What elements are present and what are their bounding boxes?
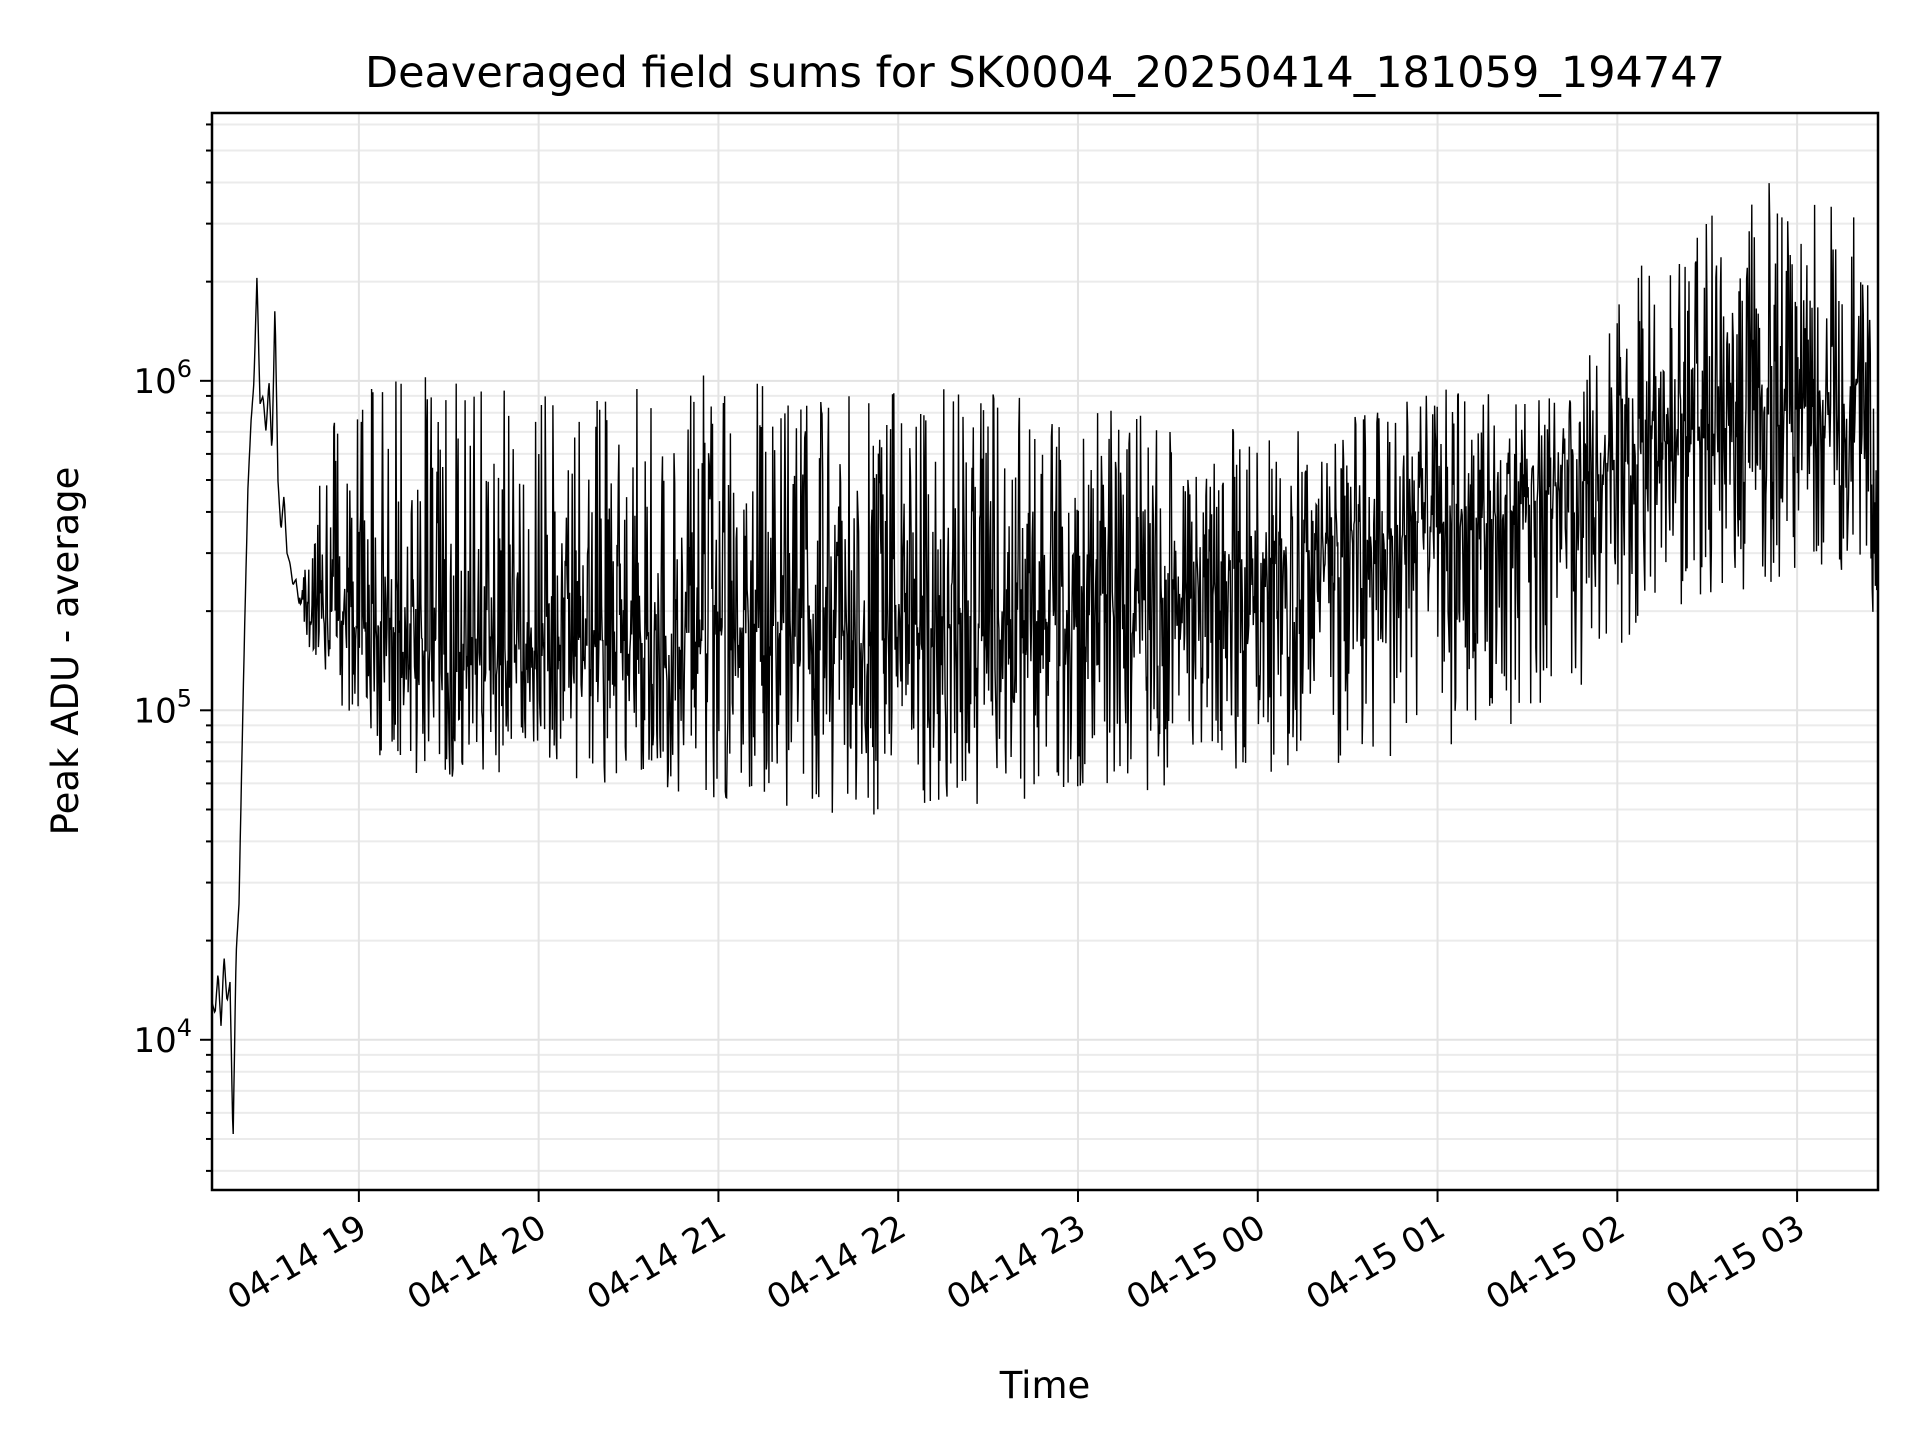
series-layer <box>211 183 1879 1135</box>
y-tick-label: 105 <box>133 684 192 731</box>
x-tick-label: 04-14 21 <box>581 1207 733 1318</box>
y-axis-label: Peak ADU - average <box>44 467 87 836</box>
chart-title: Deaveraged field sums for SK0004_2025041… <box>365 48 1725 98</box>
x-tick-label: 04-14 19 <box>221 1207 373 1318</box>
x-tick-label: 04-14 23 <box>940 1207 1092 1318</box>
x-tick-label: 04-15 02 <box>1479 1207 1631 1318</box>
x-tick-label: 04-15 00 <box>1120 1207 1272 1318</box>
plot-frame <box>210 111 1880 1192</box>
y-tick-label: 104 <box>133 1014 192 1061</box>
grid <box>212 113 1878 1190</box>
x-tick-label: 04-14 22 <box>760 1207 912 1318</box>
x-tick-label: 04-15 03 <box>1659 1207 1811 1318</box>
x-axis-label: Time <box>999 1364 1091 1407</box>
x-tick-label: 04-15 01 <box>1300 1207 1452 1318</box>
series-line <box>211 183 1879 1135</box>
x-tick-label: 04-14 20 <box>401 1207 553 1318</box>
y-tick-label: 106 <box>133 355 192 402</box>
